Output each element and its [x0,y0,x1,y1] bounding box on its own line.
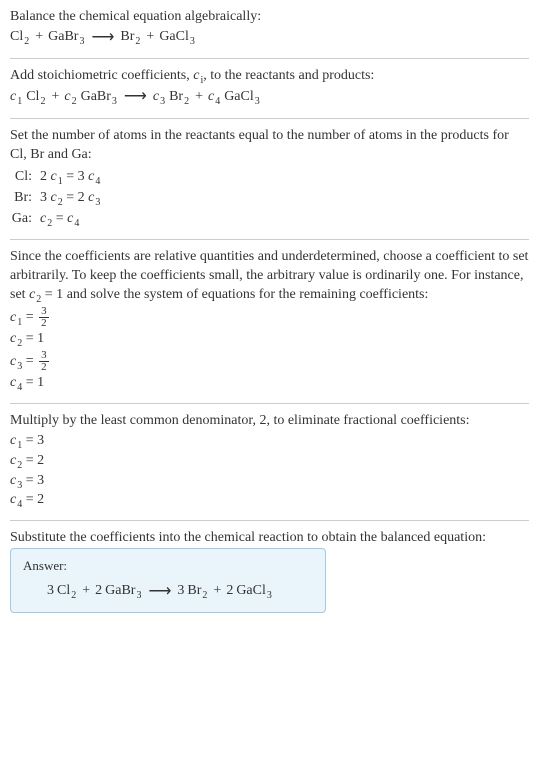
unbalanced-equation: Cl2 + GaBr3 ⟶ Br2 + GaCl3 [10,27,529,49]
species-gabr3: GaBr3 [48,28,85,47]
section-substitute: Substitute the coefficients into the che… [10,529,529,613]
frac-3-2-b: 32 [39,350,49,373]
arrow-1: ⟶ [91,27,114,49]
separator-4 [10,403,529,404]
coeff-c3b: c3 = 3 [10,472,529,491]
add-coeff-text-b: , to the reactants and products: [203,68,374,83]
frac-3-2-a: 32 [39,306,49,329]
coeff-c1: c1 = 32 [10,306,529,329]
arrow-2: ⟶ [124,86,147,108]
coeff-c4: c4 = 1 [10,374,529,393]
c2: c2 [64,88,76,107]
coeff-c3: c3 = 32 [10,350,529,373]
separator-5 [10,520,529,521]
solve-text: Since the coefficients are relative quan… [10,248,529,305]
ans-cl2: Cl2 [57,582,77,601]
plus-1: + [35,28,43,47]
answer-box: Answer: 3 Cl2 + 2 GaBr3 ⟶ 3 Br2 + 2 GaCl… [10,548,326,613]
ans-gacl3: GaCl3 [236,582,273,601]
c4: c4 [208,88,220,107]
coeff-equation: c1 Cl2 + c2 GaBr3 ⟶ c3 Br2 + c4 GaCl3 [10,86,529,108]
set-eq: = 1 [41,287,63,302]
section-add-coefficients: Add stoichiometric coefficients, ci, to … [10,67,529,107]
c3: c3 [153,88,165,107]
coef-3a: 3 [47,582,54,601]
species-gacl3: GaCl3 [159,28,196,47]
solve-text-b: and solve the system of equations for th… [63,287,428,302]
species-cl2: Cl2 [10,28,30,47]
atom-label-ga: Ga: [10,209,40,230]
section-atom-equations: Set the number of atoms in the reactants… [10,127,529,229]
separator-1 [10,58,529,59]
plus-4: + [195,88,203,107]
add-coeff-text-a: Add stoichiometric coefficients, [10,68,193,83]
atom-row-cl: Cl: 2 c1 = 3 c4 [10,167,106,188]
multiply-text: Multiply by the least common denominator… [10,412,529,431]
coeff-c1b: c1 = 3 [10,432,529,451]
balanced-equation: 3 Cl2 + 2 GaBr3 ⟶ 3 Br2 + 2 GaCl3 [23,581,313,603]
ans-gabr3: GaBr3 [105,582,142,601]
section-multiply: Multiply by the least common denominator… [10,412,529,510]
c1: c1 [10,88,22,107]
species-br2: Br2 [120,28,141,47]
atom-label-br: Br: [10,188,40,209]
section-solve-coeffs: Since the coefficients are relative quan… [10,248,529,392]
balance-title-text: Balance the chemical equation algebraica… [10,8,529,27]
coeff-c2: c2 = 1 [10,330,529,349]
coeff-c4b: c4 = 2 [10,491,529,510]
coef-2b: 2 [226,582,233,601]
species-gacl3-c: GaCl3 [224,88,261,107]
plus-5: + [82,582,90,601]
answer-label: Answer: [23,557,313,575]
species-gabr3-c: GaBr3 [81,88,118,107]
ans-br2: Br2 [187,582,208,601]
atom-eq-br: 3 c2 = 2 c3 [40,188,106,209]
coef-3b: 3 [177,582,184,601]
atom-eq-cl: 2 c1 = 3 c4 [40,167,106,188]
plus-2: + [146,28,154,47]
substitute-text: Substitute the coefficients into the che… [10,529,529,548]
atom-row-br: Br: 3 c2 = 2 c3 [10,188,106,209]
atom-row-ga: Ga: c2 = c4 [10,209,106,230]
atom-eq-text: Set the number of atoms in the reactants… [10,127,529,165]
separator-2 [10,118,529,119]
plus-6: + [213,582,221,601]
coeff-c2b: c2 = 2 [10,452,529,471]
plus-3: + [51,88,59,107]
atom-label-cl: Cl: [10,167,40,188]
section-balance-title: Balance the chemical equation algebraica… [10,8,529,48]
arrow-3: ⟶ [148,581,171,603]
separator-3 [10,239,529,240]
atom-equations-table: Cl: 2 c1 = 3 c4 Br: 3 c2 = 2 c3 Ga: c2 =… [10,167,106,230]
coef-2a: 2 [95,582,102,601]
species-cl2-c: Cl2 [26,88,46,107]
add-coeff-text: Add stoichiometric coefficients, ci, to … [10,67,529,86]
species-br2-c: Br2 [169,88,190,107]
set-var-c2: c2 [29,286,41,305]
atom-eq-ga: c2 = c4 [40,209,106,230]
var-ci: ci [193,67,203,86]
